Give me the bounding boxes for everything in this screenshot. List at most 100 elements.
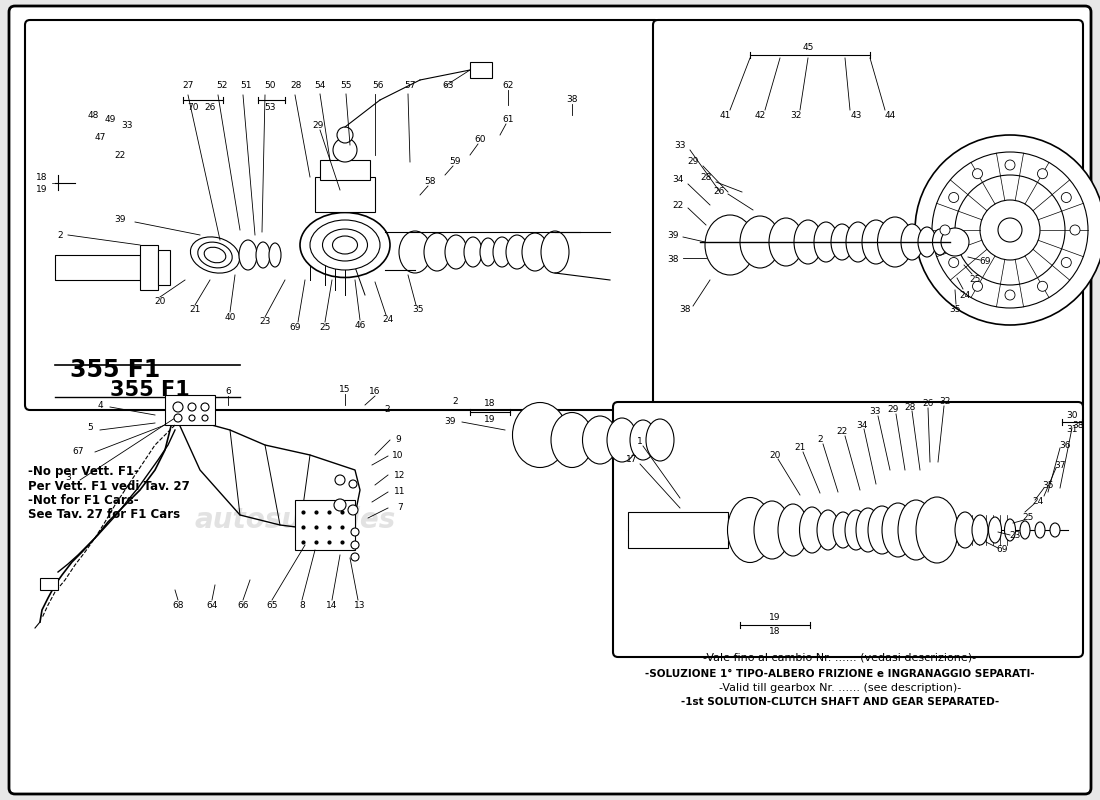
Circle shape [201, 403, 209, 411]
Text: 19: 19 [769, 613, 781, 622]
Text: 22: 22 [836, 427, 848, 437]
Text: 29: 29 [888, 406, 899, 414]
Text: 7: 7 [397, 503, 403, 513]
Text: 15: 15 [339, 386, 351, 394]
Text: autosupplies: autosupplies [649, 356, 850, 384]
Bar [320, 160, 370, 180]
Text: See Tav. 27 for F1 Cars: See Tav. 27 for F1 Cars [28, 507, 180, 521]
Circle shape [1037, 282, 1047, 291]
Text: 33: 33 [121, 121, 133, 130]
Text: 12: 12 [394, 470, 406, 479]
Ellipse shape [399, 231, 431, 273]
Ellipse shape [817, 510, 839, 550]
Ellipse shape [607, 418, 637, 462]
Text: 19: 19 [484, 414, 496, 423]
Text: 47: 47 [95, 134, 106, 142]
Text: 2: 2 [817, 435, 823, 445]
Text: 68: 68 [173, 601, 184, 610]
Text: 25: 25 [969, 275, 981, 285]
Text: -No per Vett. F1-: -No per Vett. F1- [28, 466, 139, 478]
Text: 4: 4 [97, 401, 102, 410]
Text: 56: 56 [372, 82, 384, 90]
Ellipse shape [814, 222, 838, 262]
Ellipse shape [190, 237, 240, 273]
Text: 34: 34 [856, 421, 868, 430]
Text: 5: 5 [87, 423, 92, 433]
Text: 24: 24 [383, 315, 394, 325]
Ellipse shape [989, 517, 1001, 543]
Ellipse shape [800, 507, 825, 553]
Ellipse shape [239, 240, 257, 270]
Bar [470, 62, 492, 78]
Text: Per Vett. F1 vedi Tav. 27: Per Vett. F1 vedi Tav. 27 [28, 479, 189, 493]
Text: 23: 23 [1010, 530, 1021, 539]
Circle shape [349, 480, 358, 488]
Text: 65: 65 [266, 601, 277, 610]
Ellipse shape [205, 247, 225, 262]
Ellipse shape [868, 506, 896, 554]
Ellipse shape [310, 220, 380, 270]
Ellipse shape [955, 512, 975, 548]
Ellipse shape [198, 242, 232, 268]
Text: -1st SOLUTION-CLUTCH SHAFT AND GEAR SEPARATED-: -1st SOLUTION-CLUTCH SHAFT AND GEAR SEPA… [681, 697, 999, 707]
Text: 33: 33 [674, 141, 685, 150]
FancyBboxPatch shape [25, 20, 660, 410]
Ellipse shape [322, 229, 367, 261]
Text: 36: 36 [1059, 441, 1070, 450]
FancyBboxPatch shape [613, 402, 1084, 657]
Text: 25: 25 [319, 322, 331, 331]
Text: 14: 14 [327, 601, 338, 610]
Ellipse shape [480, 238, 496, 266]
Text: 28: 28 [701, 174, 712, 182]
Ellipse shape [493, 237, 512, 267]
Text: 39: 39 [114, 215, 125, 225]
Circle shape [351, 528, 359, 536]
Text: 67: 67 [73, 447, 84, 457]
Text: 18: 18 [36, 174, 47, 182]
Circle shape [955, 175, 1065, 285]
Text: -SOLUZIONE 1° TIPO-ALBERO FRIZIONE e INGRANAGGIO SEPARATI-: -SOLUZIONE 1° TIPO-ALBERO FRIZIONE e ING… [646, 669, 1035, 679]
Text: 69: 69 [979, 258, 991, 266]
Circle shape [998, 218, 1022, 242]
Text: 63: 63 [442, 82, 453, 90]
Text: 35: 35 [1043, 481, 1054, 490]
Text: autosupplies: autosupplies [195, 256, 396, 284]
Ellipse shape [794, 220, 822, 264]
Ellipse shape [933, 229, 947, 255]
Text: 50: 50 [264, 82, 276, 90]
Ellipse shape [332, 236, 358, 254]
Ellipse shape [506, 235, 528, 269]
Ellipse shape [1004, 519, 1015, 541]
Ellipse shape [583, 416, 617, 464]
Bar [40, 578, 58, 590]
Text: 52: 52 [217, 82, 228, 90]
Text: 31: 31 [1066, 426, 1078, 434]
Text: autosupplies: autosupplies [649, 556, 850, 584]
Text: 43: 43 [850, 110, 861, 119]
Text: 45: 45 [802, 43, 814, 53]
Text: 11: 11 [394, 487, 406, 497]
Text: 355 F1: 355 F1 [70, 358, 161, 382]
Text: 22: 22 [672, 201, 683, 210]
Text: 35: 35 [412, 306, 424, 314]
Text: 18: 18 [769, 627, 781, 637]
Text: 42: 42 [755, 110, 766, 119]
Ellipse shape [256, 242, 270, 268]
Ellipse shape [705, 215, 755, 275]
Text: 24: 24 [959, 290, 970, 299]
Text: 2: 2 [452, 398, 458, 406]
Ellipse shape [833, 512, 853, 548]
Bar [295, 500, 355, 550]
Text: 16: 16 [370, 387, 381, 397]
Text: 20: 20 [154, 298, 166, 306]
Text: 28: 28 [904, 402, 915, 411]
Ellipse shape [882, 503, 914, 557]
Text: 10: 10 [393, 451, 404, 461]
Text: 21: 21 [189, 306, 200, 314]
Ellipse shape [901, 224, 923, 260]
Circle shape [972, 169, 982, 178]
Circle shape [972, 282, 982, 291]
Text: 26: 26 [713, 187, 725, 197]
Text: 55: 55 [340, 82, 352, 90]
Text: 69: 69 [289, 322, 300, 331]
